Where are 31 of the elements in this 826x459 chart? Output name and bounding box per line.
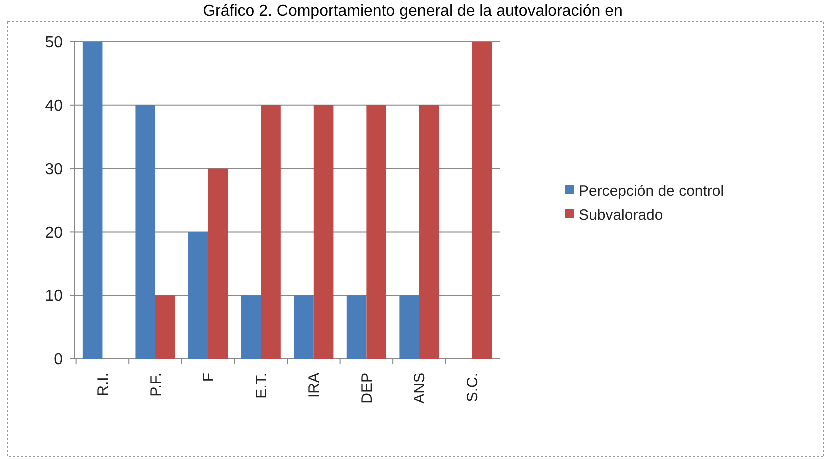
bar — [314, 105, 334, 359]
legend-label: Subvalorado — [579, 206, 664, 224]
x-tick-label: P.F. — [148, 373, 165, 397]
bar — [346, 296, 367, 359]
bar — [400, 296, 420, 359]
bar — [241, 296, 262, 359]
bar — [208, 168, 228, 359]
bar — [82, 42, 103, 359]
legend-label: Percepción de control — [579, 182, 724, 200]
bar — [294, 296, 314, 359]
bar — [261, 105, 281, 359]
y-tick-label: 30 — [45, 161, 64, 178]
bar — [136, 105, 156, 359]
bar — [156, 296, 176, 359]
x-tick-label: R.I. — [94, 373, 112, 396]
x-tick-label: DEP — [358, 373, 376, 404]
bar — [419, 105, 440, 359]
y-tick-label: 50 — [45, 34, 64, 52]
x-tick-label: F — [200, 373, 218, 382]
y-tick-label: 40 — [45, 98, 64, 115]
x-tick-label: ANS — [412, 373, 429, 404]
y-tick-label: 20 — [45, 224, 64, 242]
x-tick-label: S.C. — [464, 373, 482, 402]
bar — [188, 232, 208, 359]
y-tick-label: 0 — [54, 352, 64, 369]
x-tick-label: E.T. — [253, 373, 270, 399]
bar — [472, 42, 492, 359]
bar — [366, 105, 386, 359]
x-tick-label: IRA — [306, 373, 324, 398]
chart-title: Gráfico 2. Comportamiento general de la autovaloración en — [203, 3, 623, 20]
y-tick-label: 10 — [45, 288, 64, 306]
